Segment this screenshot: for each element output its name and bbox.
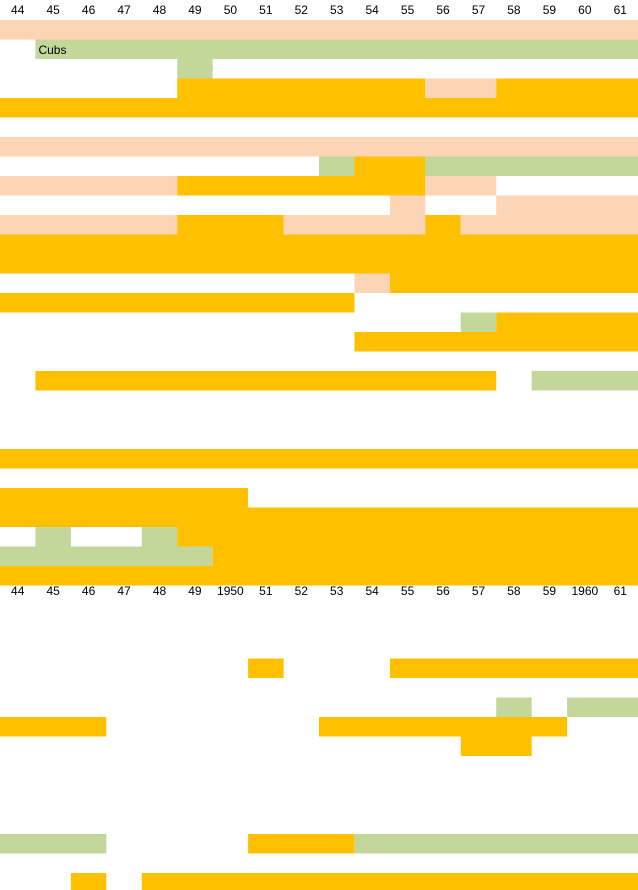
- season-bar: [425, 156, 638, 176]
- season-bar: [319, 156, 355, 176]
- season-bar: [177, 59, 213, 79]
- year-tick-top: 57: [472, 3, 486, 17]
- season-bar: [248, 658, 284, 678]
- season-bar: [177, 78, 426, 98]
- year-tick-middle: 1950: [217, 584, 244, 598]
- year-tick-middle: 54: [365, 584, 379, 598]
- season-bar: [35, 371, 497, 391]
- year-tick-top: 53: [330, 3, 344, 17]
- season-bar: [0, 546, 213, 566]
- season-bar: [354, 156, 426, 176]
- year-tick-middle: 58: [507, 584, 521, 598]
- season-bar: [0, 137, 638, 157]
- year-tick-top: 51: [259, 3, 273, 17]
- year-tick-middle: 45: [46, 584, 60, 598]
- year-tick-middle: 49: [188, 584, 202, 598]
- season-bar: [0, 293, 355, 313]
- season-bar: [389, 658, 638, 678]
- year-tick-middle: 61: [614, 584, 628, 598]
- year-tick-middle: 57: [472, 584, 486, 598]
- year-tick-middle: 1960: [571, 584, 598, 598]
- year-tick-top: 44: [11, 3, 25, 17]
- season-bar: [0, 254, 638, 274]
- year-tick-middle: 59: [543, 584, 557, 598]
- team-label: Cubs: [38, 43, 66, 57]
- season-bar: [496, 312, 638, 332]
- year-tick-middle: 47: [117, 584, 131, 598]
- season-bar: [0, 234, 638, 254]
- year-tick-top: 59: [543, 3, 557, 17]
- year-tick-middle: 53: [330, 584, 344, 598]
- season-bar: [35, 39, 638, 59]
- team-rows-upper: Cubs: [0, 20, 638, 586]
- season-bar: [0, 488, 249, 508]
- year-tick-top: 52: [295, 3, 309, 17]
- season-bar: [141, 873, 638, 890]
- season-bar: [283, 215, 426, 235]
- season-bar: [212, 546, 638, 566]
- season-bar: [0, 215, 178, 235]
- season-bar: [496, 78, 638, 98]
- season-bar: [389, 195, 426, 215]
- season-bar: [567, 697, 638, 717]
- season-bar: [460, 215, 638, 235]
- year-tick-top: 54: [365, 3, 379, 17]
- year-tick-top: 61: [614, 3, 628, 17]
- season-bar: [496, 697, 532, 717]
- season-bar: [35, 527, 71, 547]
- year-tick-middle: 55: [401, 584, 415, 598]
- season-bar: [177, 215, 284, 235]
- season-bar: [177, 527, 638, 547]
- year-tick-top: 49: [188, 3, 202, 17]
- season-bar: [389, 273, 638, 293]
- year-tick-top: 56: [436, 3, 450, 17]
- year-tick-top: 60: [578, 3, 592, 17]
- season-bar: [354, 332, 638, 352]
- season-bar: [460, 736, 532, 756]
- season-bar: [425, 176, 497, 196]
- season-bar: [425, 215, 461, 235]
- season-bar: [460, 312, 497, 332]
- year-tick-middle: 52: [295, 584, 309, 598]
- season-bar: [177, 176, 426, 196]
- season-bar: [0, 20, 638, 40]
- season-bar: [141, 527, 178, 547]
- top-axis: 44 45 46 47 48 49 50 51 52 53 54 55 56 57 58 59 60 61: [11, 3, 627, 17]
- season-bar: [354, 834, 638, 854]
- team-rows-lower: [0, 658, 638, 890]
- season-bar: [0, 176, 178, 196]
- season-bar: [319, 717, 568, 737]
- year-tick-top: 55: [401, 3, 415, 17]
- year-tick-top: 50: [224, 3, 238, 17]
- season-bar: [0, 449, 638, 469]
- year-tick-top: 58: [507, 3, 521, 17]
- season-bar: [0, 98, 638, 118]
- season-bar: [496, 195, 638, 215]
- season-bar: [0, 507, 638, 527]
- season-bar: [531, 371, 638, 391]
- season-bar: [0, 834, 107, 854]
- year-tick-top: 46: [82, 3, 96, 17]
- year-tick-middle: 48: [153, 584, 167, 598]
- year-tick-top: 48: [153, 3, 167, 17]
- season-bar: [70, 873, 107, 890]
- season-bar: [354, 273, 390, 293]
- season-bar: [0, 566, 638, 586]
- year-tick-middle: 51: [259, 584, 273, 598]
- middle-axis: 44 45 46 47 48 49 1950 51 52 53 54 55 56 57 58 59 1960 61: [11, 584, 627, 598]
- year-tick-top: 45: [46, 3, 60, 17]
- season-bar: [248, 834, 355, 854]
- season-bar: [0, 717, 107, 737]
- year-tick-middle: 46: [82, 584, 96, 598]
- year-tick-top: 47: [117, 3, 131, 17]
- season-bar: [425, 78, 497, 98]
- year-tick-middle: 44: [11, 584, 25, 598]
- year-tick-middle: 56: [436, 584, 450, 598]
